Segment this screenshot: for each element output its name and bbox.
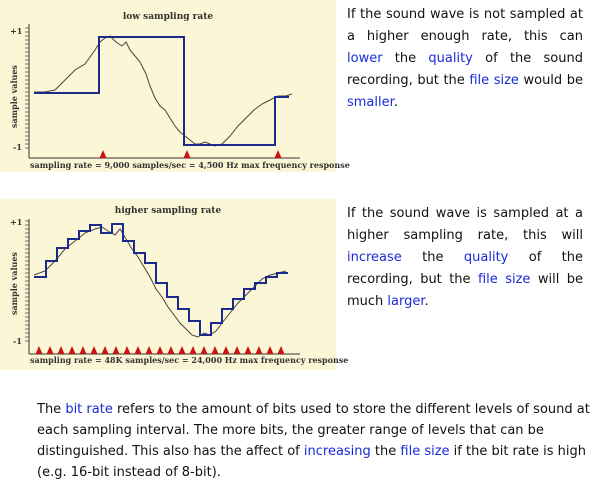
y-axis-label: sample values — [9, 252, 19, 315]
chart-title: low sampling rate — [122, 12, 214, 22]
bit-rate-description: The bit rate refers to the amount of bit… — [37, 402, 590, 480]
sample-point-marker — [46, 346, 54, 354]
increasing-highlight: increasing — [303, 444, 371, 459]
sample-point-marker — [90, 346, 98, 354]
sampled-step-wave — [34, 223, 288, 336]
sample-point-marker — [244, 346, 252, 354]
smaller-highlight: smaller — [347, 95, 394, 110]
sample-point-marker — [167, 346, 175, 354]
y-axis-ticks — [25, 27, 29, 149]
higher-sampling-rate-figure: higher sampling rate +1 -1 sample values… — [0, 199, 349, 370]
larger-highlight: larger — [387, 294, 425, 309]
sample-point-marker — [134, 346, 142, 354]
sample-point-marker — [99, 150, 107, 158]
low-sampling-chart — [25, 24, 300, 159]
sample-point-marker — [274, 150, 282, 158]
low-sampling-rate-figure: low sampling rate +1 -1 sample values sa… — [0, 0, 350, 172]
file-size-highlight: file size — [477, 272, 531, 287]
higher-sampling-chart — [25, 219, 300, 355]
sample-markers — [35, 346, 285, 354]
sample-point-marker — [112, 346, 120, 354]
sample-point-marker — [68, 346, 76, 354]
y-axis-label: sample values — [9, 65, 19, 128]
y-tick-bottom: -1 — [13, 142, 22, 152]
sample-point-marker — [79, 346, 87, 354]
sample-point-marker — [35, 346, 43, 354]
sample-markers — [99, 150, 282, 158]
sample-point-marker — [178, 346, 186, 354]
quality-highlight: quality — [463, 250, 509, 265]
analog-sound-wave — [33, 226, 287, 338]
sample-point-marker — [189, 346, 197, 354]
y-axis-ticks — [25, 220, 29, 342]
sample-point-marker — [145, 346, 153, 354]
chart-caption: sampling rate = 48K samples/sec = 24,000… — [30, 355, 349, 365]
high-sampling-description: If the sound wave is sampled at a higher… — [347, 206, 583, 309]
file-size-highlight: file size — [400, 444, 450, 459]
sample-point-marker — [123, 346, 131, 354]
sample-point-marker — [255, 346, 263, 354]
sample-point-marker — [183, 150, 191, 158]
file-size-highlight: file size — [469, 73, 519, 88]
sample-point-marker — [266, 346, 274, 354]
chart-caption: sampling rate = 9,000 samples/sec = 4,50… — [30, 160, 350, 170]
y-tick-bottom: -1 — [13, 336, 22, 346]
y-tick-top: +1 — [10, 217, 23, 227]
sample-point-marker — [101, 346, 109, 354]
sample-point-marker — [200, 346, 208, 354]
bit-rate-highlight: bit rate — [65, 402, 113, 417]
sample-point-marker — [277, 346, 285, 354]
lower-highlight: lower — [347, 51, 383, 66]
y-tick-top: +1 — [10, 26, 23, 36]
sample-point-marker — [156, 346, 164, 354]
analog-sound-wave — [34, 35, 293, 147]
sample-point-marker — [233, 346, 241, 354]
increase-highlight: increase — [347, 250, 402, 265]
sampled-step-wave — [34, 36, 289, 146]
sample-point-marker — [57, 346, 65, 354]
sample-point-marker — [211, 346, 219, 354]
sample-point-marker — [222, 346, 230, 354]
low-sampling-description: If the sound wave is not sampled at a hi… — [347, 7, 583, 110]
quality-highlight: quality — [428, 51, 473, 66]
chart-title: higher sampling rate — [114, 206, 222, 216]
